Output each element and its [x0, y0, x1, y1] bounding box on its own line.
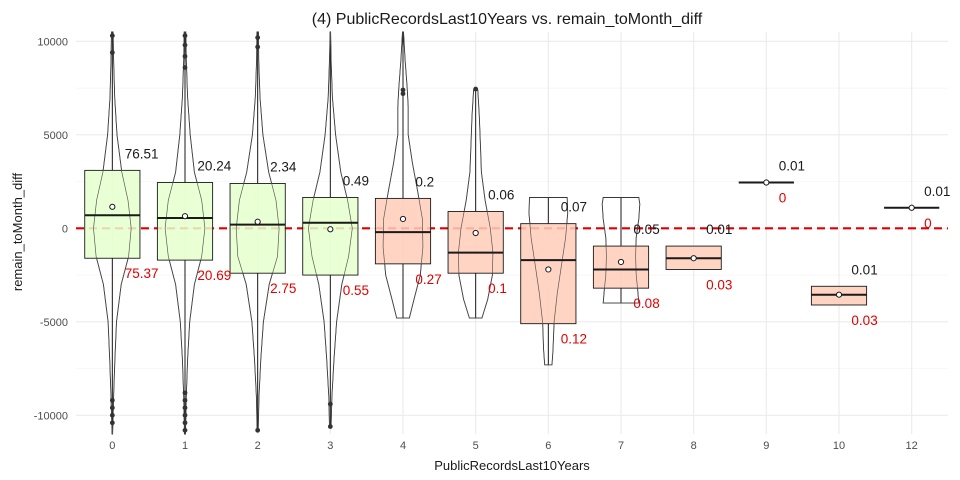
outlier-point-1 [182, 405, 188, 411]
pct-above-label-7: 0.05 [633, 222, 659, 237]
x-axis-title: PublicRecordsLast10Years [434, 458, 590, 473]
mean-marker-5 [472, 229, 479, 237]
outlier-point-0 [109, 33, 115, 39]
pct-below-label-2: 2.75 [270, 281, 296, 296]
outlier-point-1 [182, 65, 188, 70]
violin-overlay-0 [93, 31, 132, 435]
violin-overlay-2 [235, 31, 280, 431]
pct-above-label-9: 0.01 [779, 159, 805, 174]
x-tick-label: 5 [473, 440, 479, 452]
x-tick-label: 6 [545, 440, 551, 452]
x-tick-label: 7 [618, 440, 624, 452]
pct-below-label-6: 0.12 [561, 332, 587, 347]
pct-above-label-3: 0.49 [343, 173, 369, 188]
mean-marker-1 [181, 213, 189, 220]
y-tick-label: -5000 [40, 317, 68, 329]
outlier-point-5 [473, 86, 479, 92]
outlier-point-4 [400, 91, 406, 97]
mean-marker-3 [327, 226, 334, 233]
pct-above-label-10: 0.01 [851, 262, 877, 277]
box-1 [156, 182, 214, 261]
outlier-point-0 [109, 397, 115, 403]
x-tick-label: 12 [906, 440, 918, 452]
x-tick-label: 4 [400, 440, 406, 452]
box-7 [592, 245, 650, 289]
y-axis-title: remain_toMonth_diff [10, 172, 25, 291]
box-6 [520, 223, 577, 325]
pct-below-label-4: 0.27 [415, 272, 441, 287]
outlier-point-1 [182, 42, 188, 48]
outlier-point-2 [255, 35, 261, 41]
pct-above-label-8: 0.01 [706, 222, 732, 237]
pct-below-label-0: 75.37 [125, 266, 159, 281]
outlier-point-0 [109, 50, 115, 55]
mean-marker-12 [908, 204, 915, 211]
y-tick-label: 10000 [37, 36, 68, 48]
pct-below-label-1: 20.69 [197, 268, 231, 283]
box-5 [447, 211, 504, 274]
box-layer [84, 31, 940, 435]
x-tick-label: 1 [182, 440, 188, 452]
pct-above-label-1: 20.24 [197, 159, 231, 174]
pct-above-label-2: 2.34 [270, 159, 297, 174]
y-tick-label: 0 [62, 223, 68, 235]
pct-above-label-12: 0.01 [924, 184, 950, 199]
violin-overlay-7 [601, 197, 641, 304]
mean-marker-7 [617, 258, 625, 266]
mean-marker-9 [763, 179, 770, 186]
outlier-point-2 [255, 427, 261, 433]
pct-below-label-5: 0.1 [488, 281, 507, 296]
pct-below-label-10: 0.03 [851, 313, 877, 328]
pct-below-label-3: 0.55 [343, 283, 369, 298]
pct-above-label-5: 0.06 [488, 187, 514, 202]
label-layer: 76.51 75.37 20.24 20.69 2.34 2.75 0.49 0.55 0.2 0… [125, 146, 951, 346]
y-tick-label: -10000 [34, 410, 68, 422]
x-tick-label: 10 [833, 440, 845, 452]
box-3 [302, 197, 359, 276]
outlier-point-3 [327, 424, 333, 429]
outlier-layer [109, 33, 479, 433]
outlier-point-1 [182, 33, 188, 39]
mean-marker-4 [399, 215, 407, 223]
x-tick-label: 2 [255, 440, 261, 452]
x-tick-label: 0 [109, 440, 115, 452]
violin-overlay-1 [164, 31, 206, 435]
y-tick-label: 5000 [44, 130, 68, 142]
pct-above-label-6: 0.07 [561, 200, 587, 215]
outlier-point-3 [327, 401, 333, 407]
outlier-point-0 [109, 412, 115, 418]
x-tick-label: 3 [327, 440, 333, 452]
outlier-point-1 [182, 397, 188, 403]
violin-overlay-6 [528, 197, 569, 366]
mean-marker-8 [690, 255, 697, 262]
outlier-point-0 [109, 405, 115, 411]
pct-above-label-0: 76.51 [125, 146, 159, 161]
mean-marker-2 [254, 218, 261, 225]
outlier-point-1 [182, 390, 188, 396]
mean-marker-0 [109, 203, 116, 210]
violin-overlay-3 [308, 31, 353, 427]
chart-title: (4) PublicRecordsLast10Years vs. remain_… [312, 11, 703, 28]
outlier-point-1 [182, 427, 188, 433]
outlier-point-0 [109, 420, 115, 426]
pct-below-label-9: 0 [779, 191, 787, 206]
outlier-point-1 [182, 420, 188, 426]
outlier-point-1 [182, 412, 188, 418]
pct-below-label-7: 0.08 [633, 296, 659, 311]
violin-overlay-4 [382, 31, 424, 319]
mean-marker-10 [835, 291, 843, 298]
pct-above-label-4: 0.2 [415, 174, 434, 189]
x-tick-label: 8 [691, 440, 697, 452]
outlier-point-1 [182, 53, 188, 59]
outlier-point-2 [255, 44, 261, 50]
pct-below-label-8: 0.03 [706, 277, 732, 292]
mean-marker-6 [545, 266, 552, 273]
box-2 [229, 183, 286, 274]
outlier-point-4 [400, 87, 406, 93]
pct-below-label-12: 0 [924, 216, 932, 231]
x-tick-label: 9 [763, 440, 769, 452]
